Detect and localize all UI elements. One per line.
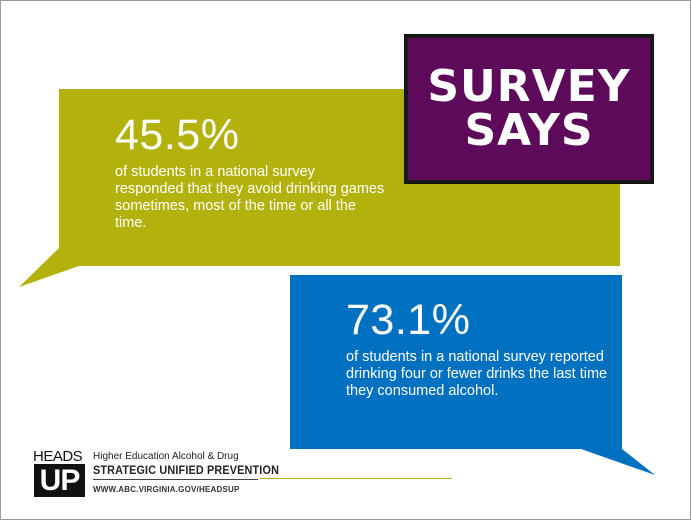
logo-divider <box>93 479 258 480</box>
stat-four-or-fewer-drinks: 73.1% of students in a national survey r… <box>346 297 616 400</box>
logo-tagline-line2: STRATEGIC UNIFIED PREVENTION <box>93 463 280 477</box>
stat-description: of students in a national survey reporte… <box>346 349 608 399</box>
survey-says-line1: SURVEY <box>427 61 631 112</box>
logo-tagline-line1: Higher Education Alcohol & Drug <box>93 451 239 462</box>
headsup-logo: HEADS UP Higher Education Alcohol & Drug… <box>33 449 293 501</box>
survey-says-box: SURVEY SAYS <box>404 34 654 184</box>
stat-percent: 73.1% <box>346 296 471 344</box>
stat-percent: 45.5% <box>115 111 240 159</box>
blue-speech-bubble <box>290 275 655 475</box>
logo-up-block: UP <box>34 464 85 497</box>
stat-description: of students in a national survey respond… <box>115 164 385 231</box>
logo-heads-text: HEADS <box>33 448 83 465</box>
survey-says-line2: SAYS <box>464 105 594 156</box>
footer-divider <box>260 478 452 479</box>
logo-url: WWW.ABC.VIRGINIA.GOV/HEADSUP <box>93 485 240 494</box>
stat-avoid-drinking-games: 45.5% of students in a national survey r… <box>115 112 385 232</box>
